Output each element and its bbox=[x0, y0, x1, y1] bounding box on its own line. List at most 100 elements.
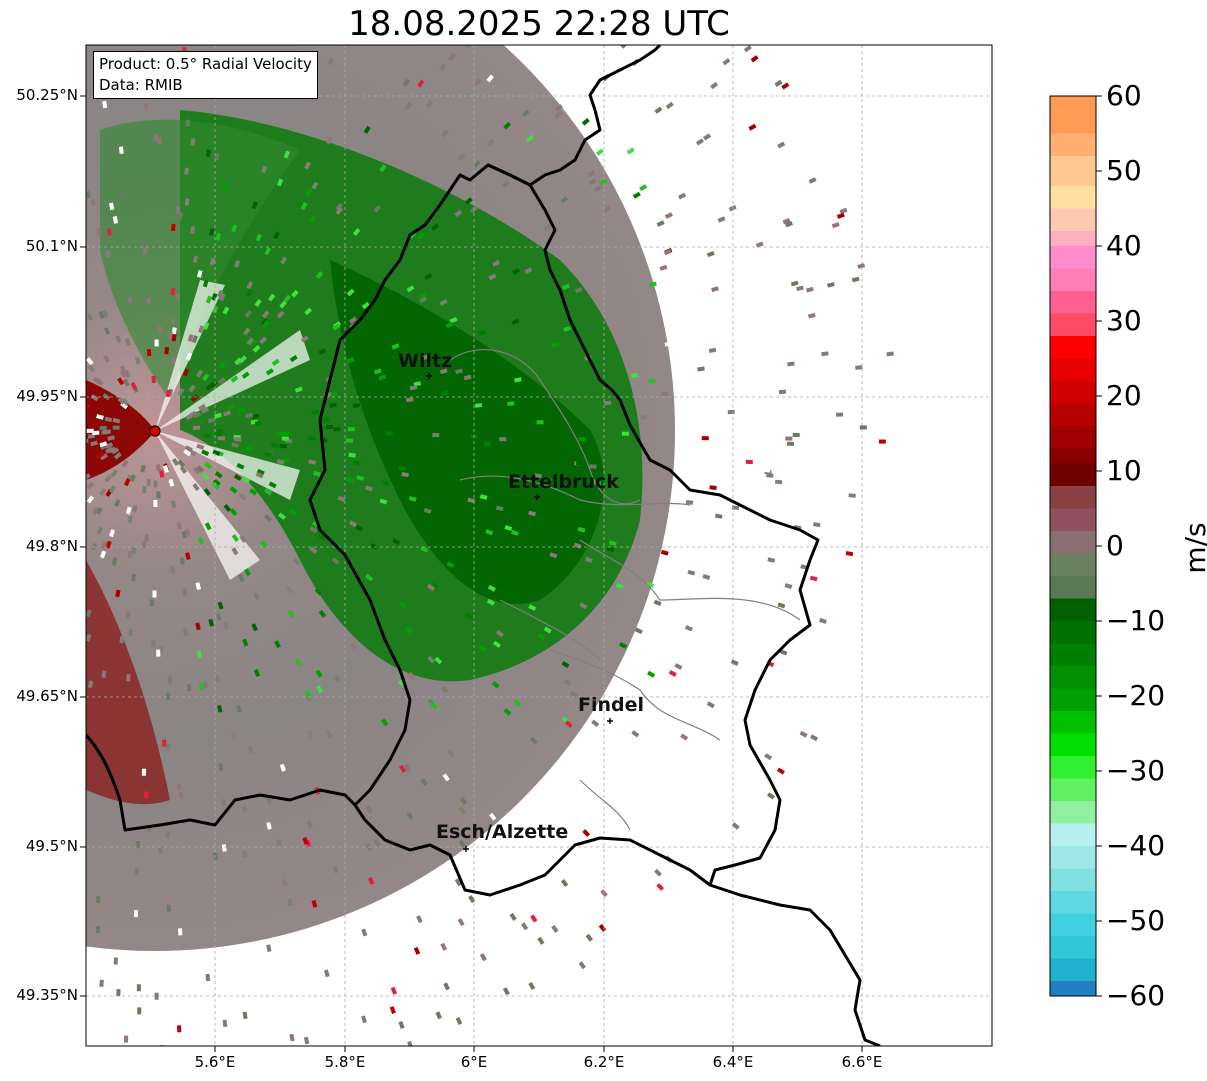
radar-bin bbox=[363, 125, 371, 134]
radar-bin bbox=[109, 975, 114, 983]
radar-bin bbox=[496, 582, 505, 590]
radar-bin bbox=[348, 452, 356, 458]
radar-bin bbox=[419, 296, 428, 304]
radar-bin bbox=[777, 602, 786, 609]
radar-bin bbox=[107, 435, 115, 441]
colorbar-segment bbox=[1050, 246, 1096, 269]
radar-bin bbox=[116, 988, 121, 997]
radar-bin bbox=[259, 540, 268, 549]
city-marker-wiltz bbox=[426, 373, 432, 379]
radar-bin bbox=[682, 202, 691, 209]
radar-bin bbox=[205, 973, 211, 982]
radar-bin bbox=[781, 82, 790, 90]
radar-bin bbox=[389, 1006, 396, 1015]
radar-bin bbox=[306, 820, 313, 829]
colorbar-segment bbox=[1050, 381, 1096, 404]
radar-bin bbox=[211, 481, 220, 490]
radar-bin bbox=[95, 925, 101, 934]
radar-bin bbox=[413, 946, 421, 955]
radar-bin bbox=[286, 585, 294, 594]
colorbar-segment bbox=[1050, 598, 1096, 622]
radar-bin bbox=[487, 584, 496, 592]
radar-bin bbox=[245, 412, 253, 419]
radar-bin bbox=[413, 381, 422, 387]
radar-bin bbox=[165, 389, 172, 398]
radar-bin bbox=[231, 442, 239, 448]
radar-bin bbox=[711, 286, 719, 293]
radar-bin bbox=[222, 621, 229, 630]
radar-bin bbox=[499, 437, 507, 442]
radar-bin bbox=[502, 987, 510, 996]
radar-bin bbox=[767, 557, 776, 563]
radar-site-marker bbox=[149, 425, 161, 437]
radar-bin bbox=[787, 361, 795, 367]
colorbar-tick: −40 bbox=[1106, 829, 1166, 862]
radar-bin bbox=[417, 232, 426, 240]
radar-bin bbox=[654, 106, 663, 114]
radar-bin bbox=[308, 459, 317, 465]
city-marker-findel bbox=[607, 718, 613, 724]
radar-bin bbox=[198, 682, 204, 691]
radar-bin bbox=[311, 181, 319, 190]
radar-bin bbox=[317, 532, 326, 541]
lon-tick: 6.2°E bbox=[583, 1053, 625, 1071]
radar-bin bbox=[738, 62, 747, 71]
lat-tick: 50.25°N bbox=[16, 86, 78, 104]
radar-bin bbox=[134, 356, 141, 365]
radar-bin bbox=[362, 910, 369, 919]
radar-bin bbox=[839, 207, 848, 214]
radar-bin bbox=[441, 129, 449, 138]
radar-bin bbox=[201, 449, 210, 457]
radar-bin bbox=[808, 177, 817, 184]
radar-bin bbox=[474, 78, 482, 87]
radar-bin bbox=[663, 248, 672, 256]
radar-bin bbox=[203, 433, 211, 438]
lat-tick: 49.8°N bbox=[25, 537, 78, 555]
radar-bin bbox=[621, 933, 630, 942]
radar-bin bbox=[370, 542, 379, 551]
colorbar-segment bbox=[1050, 823, 1096, 847]
radar-bin bbox=[731, 822, 740, 830]
radar-bin bbox=[121, 398, 130, 406]
radar-bin bbox=[196, 443, 205, 450]
radar-bin bbox=[774, 479, 783, 485]
radar-bin bbox=[254, 420, 263, 426]
radar-bin bbox=[578, 961, 586, 970]
radar-bin bbox=[205, 382, 214, 391]
radar-bin bbox=[241, 850, 248, 858]
radar-bin bbox=[123, 478, 131, 487]
radar-bin bbox=[103, 326, 111, 335]
radar-bin bbox=[170, 287, 176, 296]
radar-bin bbox=[424, 272, 433, 281]
radar-bin bbox=[143, 103, 148, 111]
radar-bin bbox=[782, 217, 791, 225]
radar-bin bbox=[404, 626, 413, 635]
radar-bin bbox=[105, 446, 114, 454]
radar-bin bbox=[486, 74, 494, 83]
radar-bin bbox=[249, 338, 257, 347]
radar-bin bbox=[245, 446, 254, 452]
radar-bin bbox=[165, 831, 170, 839]
radar-bin bbox=[578, 437, 586, 442]
radar-bin bbox=[423, 507, 432, 514]
radar-bin bbox=[264, 488, 273, 496]
radar-bin bbox=[259, 336, 268, 345]
radar-bin bbox=[141, 768, 146, 776]
radar-bin bbox=[182, 588, 188, 596]
radar-bin bbox=[422, 903, 430, 912]
radar-bin bbox=[568, 865, 577, 874]
colorbar-segment bbox=[1050, 268, 1096, 292]
radar-bin bbox=[763, 468, 771, 473]
radar-bin bbox=[190, 138, 196, 146]
colorbar-segment bbox=[1050, 711, 1096, 734]
radar-bin bbox=[473, 160, 481, 168]
lon-tick: 5.8°E bbox=[324, 1053, 366, 1071]
radar-bin bbox=[604, 400, 612, 406]
radar-bin bbox=[300, 335, 309, 343]
radar-bin bbox=[283, 150, 291, 159]
radar-bin bbox=[274, 640, 281, 649]
radar-bin bbox=[766, 473, 774, 478]
radar-bin bbox=[485, 529, 494, 536]
radar-bin bbox=[570, 456, 578, 461]
radar-bin bbox=[809, 575, 818, 582]
